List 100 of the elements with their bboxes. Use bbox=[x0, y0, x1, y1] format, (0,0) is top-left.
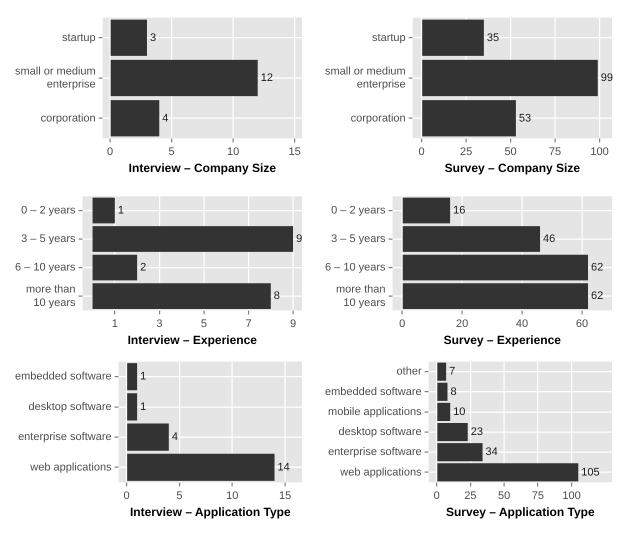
x-tick-label: 75 bbox=[548, 146, 562, 158]
y-tick-label: web applications bbox=[29, 461, 112, 474]
data-label: 62 bbox=[591, 290, 604, 302]
data-label: 2 bbox=[140, 262, 146, 274]
x-tick-label: 10 bbox=[226, 146, 240, 158]
y-tick-label: small or medium enterprise bbox=[324, 65, 406, 91]
x-tick-label: 3 bbox=[156, 318, 162, 330]
y-tick-label: enterprise software bbox=[18, 431, 112, 444]
y-tick-label: 0 – 2 years bbox=[331, 204, 386, 217]
y-tick-label: 3 – 5 years bbox=[331, 233, 386, 246]
bar bbox=[422, 20, 484, 56]
y-tick-label: enterprise software bbox=[328, 446, 422, 458]
y-tick-label: startup bbox=[372, 32, 406, 44]
bar bbox=[127, 454, 275, 481]
bar bbox=[437, 362, 446, 381]
data-label: 99 bbox=[600, 72, 614, 84]
bar bbox=[422, 60, 598, 96]
bar bbox=[437, 382, 448, 401]
bar bbox=[402, 226, 540, 252]
y-tick-label: small or medium enterprise bbox=[14, 65, 96, 91]
x-tick-label: 50 bbox=[504, 146, 517, 158]
data-label: 1 bbox=[140, 370, 146, 383]
data-label: 4 bbox=[162, 112, 168, 124]
data-label: 8 bbox=[274, 290, 280, 302]
y-tick-label: 0 – 2 years bbox=[21, 204, 76, 217]
data-label: 62 bbox=[591, 262, 604, 274]
bar bbox=[437, 463, 578, 482]
x-tick-label: 0 bbox=[107, 146, 114, 158]
x-tick-label: 10 bbox=[226, 490, 238, 502]
y-tick-label: embedded software bbox=[14, 370, 112, 383]
data-label: 4 bbox=[172, 431, 178, 444]
x-tick-label: 50 bbox=[498, 490, 510, 502]
x-tick-label: 0 bbox=[399, 318, 406, 330]
y-tick-label: desktop software bbox=[338, 426, 422, 438]
bar bbox=[110, 60, 258, 96]
y-tick-label: web applications bbox=[339, 466, 422, 478]
bar bbox=[437, 443, 483, 462]
x-tick-label: 100 bbox=[590, 146, 609, 158]
x-tick-label: 25 bbox=[460, 146, 472, 158]
bar bbox=[402, 254, 588, 280]
x-tick-label: 20 bbox=[456, 318, 468, 330]
data-label: 9 bbox=[296, 233, 302, 246]
x-tick-label: 100 bbox=[562, 490, 581, 502]
y-tick-label: 3 – 5 years bbox=[21, 233, 76, 246]
y-tick-label: 6 – 10 years bbox=[324, 262, 386, 274]
data-label: 8 bbox=[450, 386, 457, 398]
x-axis-title: Interview – Company Size bbox=[128, 161, 276, 176]
y-tick-label: 6 – 10 years bbox=[14, 262, 76, 274]
bar bbox=[127, 393, 138, 420]
data-label: 3 bbox=[150, 32, 156, 44]
data-label: 10 bbox=[453, 406, 466, 418]
bar bbox=[402, 198, 450, 224]
x-tick-label: 5 bbox=[176, 490, 182, 502]
y-tick-label: more than 10 years bbox=[26, 284, 76, 309]
data-label: 1 bbox=[140, 400, 146, 413]
bar bbox=[92, 198, 115, 224]
bar bbox=[127, 424, 169, 451]
y-tick-label: more than 10 years bbox=[336, 284, 386, 309]
x-axis-title: Survey – Application Type bbox=[446, 505, 595, 520]
x-tick-label: 0 bbox=[123, 490, 130, 502]
bar bbox=[92, 254, 138, 280]
data-label: 14 bbox=[278, 461, 290, 474]
y-tick-label: embedded software bbox=[324, 386, 422, 398]
data-label: 34 bbox=[486, 446, 498, 458]
x-tick-label: 1 bbox=[112, 318, 118, 330]
x-axis-title: Interview – Experience bbox=[128, 333, 258, 348]
data-label: 1 bbox=[118, 204, 124, 217]
x-tick-label: 25 bbox=[464, 490, 477, 502]
x-tick-label: 75 bbox=[532, 490, 544, 502]
x-axis-title: Interview – Application Type bbox=[130, 505, 291, 520]
x-axis-title: Survey – Experience bbox=[444, 333, 562, 348]
x-tick-label: 15 bbox=[288, 146, 301, 158]
x-tick-label: 0 bbox=[434, 490, 440, 502]
data-label: 7 bbox=[449, 366, 456, 378]
bar bbox=[437, 423, 468, 442]
x-axis-title: Survey – Company Size bbox=[444, 161, 580, 176]
data-label: 35 bbox=[486, 32, 500, 44]
x-tick-label: 0 bbox=[418, 146, 425, 158]
bar bbox=[127, 363, 138, 390]
bar bbox=[92, 226, 294, 252]
y-tick-label: corporation bbox=[40, 112, 96, 124]
bar bbox=[422, 100, 516, 136]
x-tick-label: 5 bbox=[168, 146, 175, 158]
bar bbox=[92, 283, 271, 309]
x-tick-label: 60 bbox=[576, 318, 588, 330]
x-tick-label: 40 bbox=[516, 318, 528, 330]
y-tick-label: startup bbox=[62, 32, 96, 44]
bar bbox=[437, 402, 450, 421]
y-tick-label: other bbox=[396, 366, 422, 378]
y-tick-label: mobile applications bbox=[328, 406, 422, 418]
bar bbox=[110, 100, 160, 136]
data-label: 12 bbox=[260, 72, 273, 84]
data-label: 23 bbox=[470, 426, 483, 438]
bar bbox=[110, 20, 147, 56]
data-label: 105 bbox=[581, 466, 600, 478]
y-tick-label: corporation bbox=[350, 112, 406, 124]
data-label: 46 bbox=[543, 233, 556, 246]
data-label: 53 bbox=[518, 112, 532, 124]
data-label: 16 bbox=[453, 204, 466, 217]
bar bbox=[402, 283, 588, 309]
